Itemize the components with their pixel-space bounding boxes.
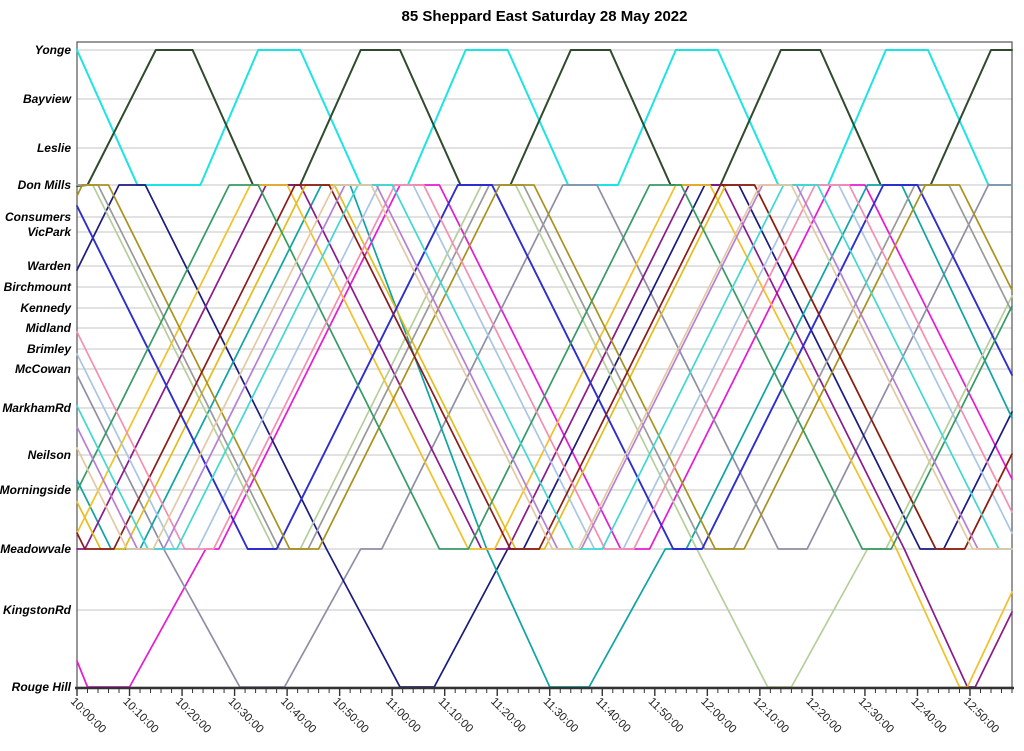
station-label-warden: Warden bbox=[27, 259, 71, 273]
x-tick-label-104000: 10:40:00 bbox=[278, 696, 318, 736]
x-tick-label-115000: 11:50:00 bbox=[646, 696, 686, 736]
x-tick-label-123000: 12:30:00 bbox=[856, 696, 896, 736]
station-label-markhamrd: MarkhamRd bbox=[2, 401, 71, 415]
x-tick-label-124000: 12:40:00 bbox=[908, 696, 948, 736]
x-tick-label-121000: 12:10:00 bbox=[751, 696, 791, 736]
x-tick-label-100000: 10:00:00 bbox=[68, 696, 108, 736]
series-run-pink bbox=[76, 184, 1013, 550]
station-label-meadowvale: Meadowvale bbox=[0, 542, 71, 556]
series-run-gray bbox=[76, 184, 1013, 550]
series-run-lightsteel bbox=[76, 184, 1013, 550]
x-tick-label-101000: 10:10:00 bbox=[120, 696, 160, 736]
x-tick-label-111000: 11:10:00 bbox=[436, 696, 476, 736]
x-tick-label-113000: 11:30:00 bbox=[541, 696, 581, 736]
station-label-neilson: Neilson bbox=[28, 448, 71, 462]
series-run-olive bbox=[76, 184, 1013, 550]
station-label-don-mills: Don Mills bbox=[18, 178, 72, 192]
plot-border bbox=[76, 41, 1013, 689]
station-label-birchmount: Birchmount bbox=[4, 280, 72, 294]
station-label-midland: Midland bbox=[26, 321, 72, 335]
series-shuttle-darkgreen-yonge-donmills bbox=[76, 49, 1013, 187]
x-tick-label-102000: 10:20:00 bbox=[173, 696, 213, 736]
series-run-wheat bbox=[76, 184, 1013, 550]
x-tick-label-125000: 12:50:00 bbox=[961, 696, 1001, 736]
x-tick-label-122000: 12:20:00 bbox=[803, 696, 843, 736]
station-label-mccowan: McCowan bbox=[15, 362, 71, 376]
station-label-brimley: Brimley bbox=[27, 342, 72, 356]
x-tick-label-110000: 11:00:00 bbox=[383, 696, 423, 736]
x-tick-label-105000: 10:50:00 bbox=[331, 696, 371, 736]
series-run-darkred bbox=[76, 184, 1013, 550]
x-tick-label-114000: 11:40:00 bbox=[593, 696, 633, 736]
x-tick-label-103000: 10:30:00 bbox=[225, 696, 265, 736]
station-label-kennedy: Kennedy bbox=[20, 301, 72, 315]
station-label-vicpark: VicPark bbox=[27, 225, 72, 239]
series-run-slate-rougehill bbox=[76, 184, 1013, 688]
series-run-lightgreen-rougehill bbox=[76, 184, 1013, 688]
series-run-gold bbox=[76, 184, 1013, 550]
series-run-turquoise bbox=[76, 184, 1013, 550]
station-label-yonge: Yonge bbox=[35, 43, 72, 57]
station-label-consumers: Consumers bbox=[5, 210, 71, 224]
station-label-leslie: Leslie bbox=[37, 141, 71, 155]
chart-title: 85 Sheppard East Saturday 28 May 2022 bbox=[401, 8, 688, 25]
station-label-morningside: Morningside bbox=[0, 483, 71, 497]
x-tick-label-112000: 11:20:00 bbox=[488, 696, 528, 736]
series-run-royalblue bbox=[76, 184, 1013, 550]
station-label-rouge-hill: Rouge Hill bbox=[12, 680, 72, 694]
station-label-bayview: Bayview bbox=[23, 92, 72, 106]
station-label-kingstonrd: KingstonRd bbox=[3, 603, 72, 617]
x-tick-label-120000: 12:00:00 bbox=[698, 696, 738, 736]
series-run-violet bbox=[76, 184, 1013, 550]
series-run-seagreen bbox=[76, 184, 1013, 550]
